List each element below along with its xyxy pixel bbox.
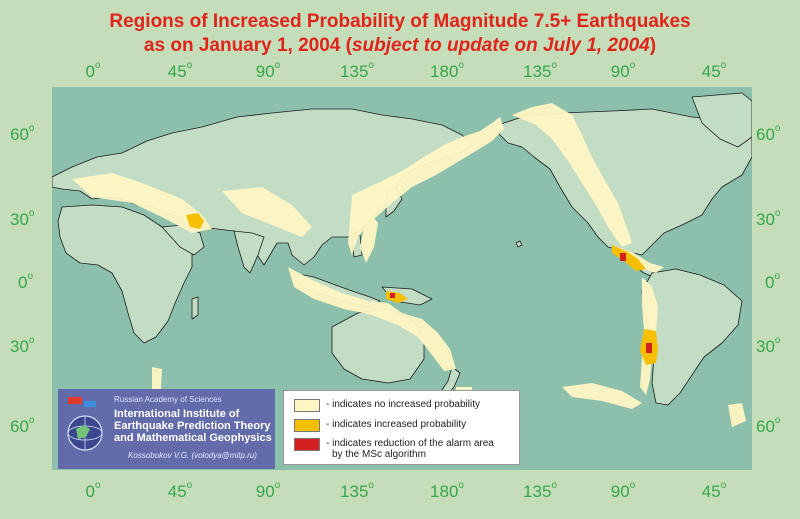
lon-label-top-6: 90o — [610, 60, 636, 81]
map-title-line1: Regions of Increased Probability of Magn… — [109, 11, 691, 32]
lon-label-bottom-7: 45o — [701, 480, 727, 501]
iran-alarm-zone — [186, 213, 204, 229]
legend-label-no-increase: - indicates no increased probability — [326, 399, 480, 410]
legend-swatch-increase — [294, 419, 320, 432]
institute-name: International Institute of Earthquake Pr… — [114, 408, 272, 444]
lon-label-top-3: 135o — [340, 60, 374, 81]
lat-label-right-3: 30o — [756, 335, 781, 356]
lon-label-bottom-0: 0o — [85, 480, 101, 501]
africa-landmass — [57, 204, 193, 344]
lon-label-top-1: 45o — [167, 60, 193, 81]
world-map — [52, 87, 752, 470]
legend-swatch-no-increase — [294, 399, 320, 412]
lon-label-bottom-5: 135o — [523, 480, 557, 501]
lon-label-bottom-3: 135o — [340, 480, 374, 501]
lon-label-top-5: 135o — [523, 60, 557, 81]
lon-label-bottom-4: 180o — [430, 480, 464, 501]
lon-label-bottom-2: 90o — [255, 480, 281, 501]
legend-item-increase: - indicates increased probability — [294, 419, 466, 432]
update-note: subject to update on July 1, 2004 — [351, 35, 650, 56]
map-legend: - indicates no increased probability - i… — [283, 390, 520, 465]
globe-icon — [67, 415, 103, 451]
lat-label-left-1: 30o — [10, 208, 35, 229]
lat-label-right-0: 60o — [756, 123, 781, 144]
logo-background — [58, 389, 275, 469]
madagascar-landmass — [191, 296, 199, 320]
legend-label-increase: - indicates increased probability — [326, 419, 467, 430]
lon-label-top-0: 0o — [85, 60, 101, 81]
legend-swatch-reduction — [294, 438, 320, 451]
lat-label-right-2: 0o — [765, 271, 781, 292]
lat-label-right-4: 60o — [756, 415, 781, 436]
lat-label-left-2: 0o — [18, 271, 34, 292]
india-landmass — [233, 230, 265, 274]
legend-label-reduction: - indicates reduction of the alarm area … — [326, 438, 494, 460]
legend-item-no-increase: - indicates no increased probability — [294, 399, 480, 412]
lat-label-right-1: 30o — [756, 208, 781, 229]
lat-label-left-4: 60o — [10, 415, 35, 436]
academy-name: Russian Academy of Sciences — [114, 395, 222, 404]
central-america-alarm-zone — [612, 245, 646, 271]
lon-label-top-7: 45o — [701, 60, 727, 81]
lat-label-left-3: 30o — [10, 335, 35, 356]
hawaii-islands — [515, 240, 523, 248]
lat-label-left-0: 60o — [10, 123, 35, 144]
legend-item-reduction: - indicates reduction of the alarm area … — [294, 438, 494, 460]
lon-label-bottom-1: 45o — [167, 480, 193, 501]
lon-label-top-4: 180o — [430, 60, 464, 81]
author-credit: Kossobokov V.G. (volodya@mitp.ru) — [128, 451, 257, 460]
institute-logo-block: Russian Academy of Sciences Internationa… — [58, 389, 275, 469]
greenland-landmass — [691, 92, 752, 148]
reduction-zones — [390, 253, 652, 353]
lon-label-top-2: 90o — [255, 60, 281, 81]
lon-label-bottom-6: 90o — [610, 480, 636, 501]
map-title-line2: as on January 1, 2004 (subject to update… — [143, 35, 657, 56]
